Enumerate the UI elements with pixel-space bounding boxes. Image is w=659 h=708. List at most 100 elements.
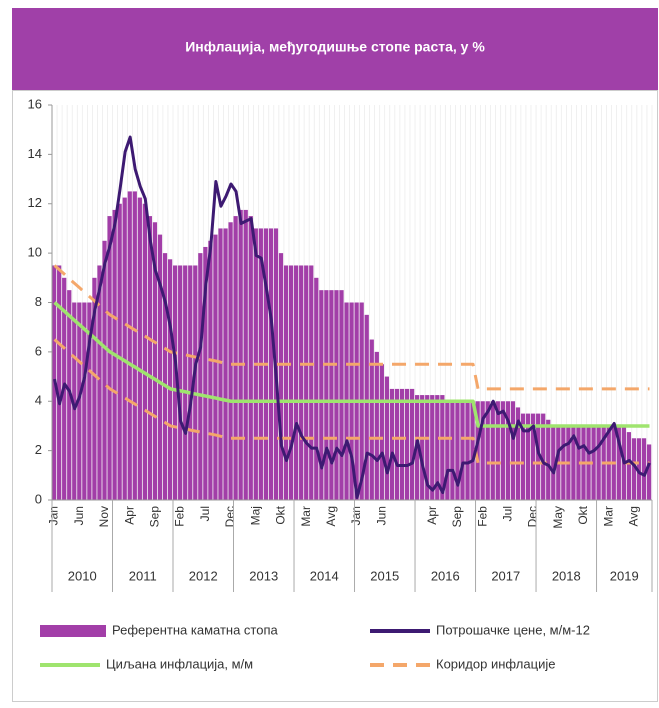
year-label: 2015: [370, 568, 399, 583]
bar: [137, 197, 142, 500]
y-tick-label: 16: [28, 96, 42, 111]
bar: [167, 259, 173, 500]
bar: [470, 401, 475, 500]
x-tick-label: Feb: [173, 506, 187, 527]
bar: [465, 401, 470, 500]
bar: [409, 388, 415, 500]
bar: [646, 444, 652, 500]
bar: [152, 222, 158, 500]
bar: [525, 413, 531, 500]
bar: [445, 401, 450, 500]
bar: [122, 197, 127, 500]
legend-label: Циљана инфлација, м/м: [106, 656, 253, 671]
series-line: [53, 338, 650, 465]
y-tick-label: 2: [35, 442, 42, 457]
bar: [591, 425, 596, 500]
legend-label: Референтна каматна стопа: [112, 622, 279, 637]
bar: [455, 401, 460, 500]
bar: [57, 265, 62, 500]
x-tick-label: Jun: [374, 506, 388, 525]
bar: [399, 388, 405, 500]
x-tick-label: Okt: [274, 505, 288, 524]
x-tick-label: Sep: [148, 506, 162, 528]
year-label: 2013: [249, 568, 278, 583]
bar: [616, 425, 621, 500]
x-tick-label: Avg: [324, 506, 338, 526]
x-tick-label: Nov: [97, 506, 111, 527]
bar: [314, 277, 319, 500]
bar: [384, 376, 390, 500]
x-tick-label: May: [551, 506, 565, 529]
bar: [223, 228, 228, 500]
bar: [404, 388, 410, 500]
x-tick-label: Apr: [122, 506, 136, 525]
x-tick-label: Maj: [248, 506, 262, 525]
year-label: 2016: [431, 568, 460, 583]
bar: [132, 191, 137, 500]
bar: [379, 364, 384, 500]
bar: [162, 253, 168, 500]
bar: [329, 290, 334, 500]
bar: [546, 419, 551, 500]
bar: [334, 290, 339, 500]
year-label: 2017: [491, 568, 520, 583]
bar: [268, 228, 274, 500]
y-tick-label: 8: [35, 294, 42, 309]
y-tick-label: 6: [35, 343, 42, 358]
bar: [173, 265, 178, 500]
bar: [193, 265, 198, 500]
bar: [157, 234, 163, 500]
chart-title: Инфлација, међугодишње стопе раста, у %: [185, 39, 485, 55]
year-label: 2014: [310, 568, 339, 583]
bar: [536, 413, 541, 500]
bar: [243, 209, 248, 500]
x-tick-label: Jul: [500, 506, 514, 521]
series-line: [53, 264, 650, 391]
chart-border: [12, 90, 658, 702]
bar: [178, 265, 183, 500]
bar: [576, 425, 581, 500]
bar: [208, 240, 213, 500]
bar: [480, 401, 485, 500]
bar: [364, 314, 369, 500]
bar: [475, 401, 480, 500]
bar: [631, 438, 637, 500]
bar: [213, 234, 218, 500]
title-banner: [12, 8, 658, 90]
y-tick-label: 12: [28, 195, 42, 210]
x-tick-label: Jan: [349, 506, 363, 525]
bar: [510, 401, 516, 500]
bar: [283, 265, 289, 500]
bar: [636, 438, 642, 500]
bar: [97, 265, 102, 500]
year-label: 2012: [189, 568, 218, 583]
bar: [450, 401, 455, 500]
bar: [319, 290, 324, 500]
bar: [420, 395, 425, 500]
bar: [430, 395, 435, 500]
bar: [248, 216, 253, 500]
bar: [520, 413, 526, 500]
x-tick-label: Dec: [526, 506, 540, 527]
bar: [117, 203, 122, 500]
bar: [571, 425, 576, 500]
bar: [374, 351, 379, 500]
year-label: 2011: [129, 568, 157, 583]
year-label: 2018: [552, 568, 581, 583]
x-tick-label: Dec: [223, 506, 237, 527]
y-tick-label: 10: [28, 245, 42, 260]
bar: [72, 302, 77, 500]
bar: [218, 228, 223, 500]
bar: [324, 290, 329, 500]
x-tick-label: Okt: [576, 505, 590, 524]
bar: [425, 395, 430, 500]
y-tick-label: 0: [35, 491, 42, 506]
bar: [147, 216, 153, 500]
series-line: [53, 301, 650, 428]
bar: [183, 265, 188, 500]
bar: [369, 339, 374, 500]
x-tick-label: Jan: [47, 506, 61, 525]
bar: [288, 265, 294, 500]
legend-label: Потрошачке цене, м/м-12: [436, 622, 590, 637]
